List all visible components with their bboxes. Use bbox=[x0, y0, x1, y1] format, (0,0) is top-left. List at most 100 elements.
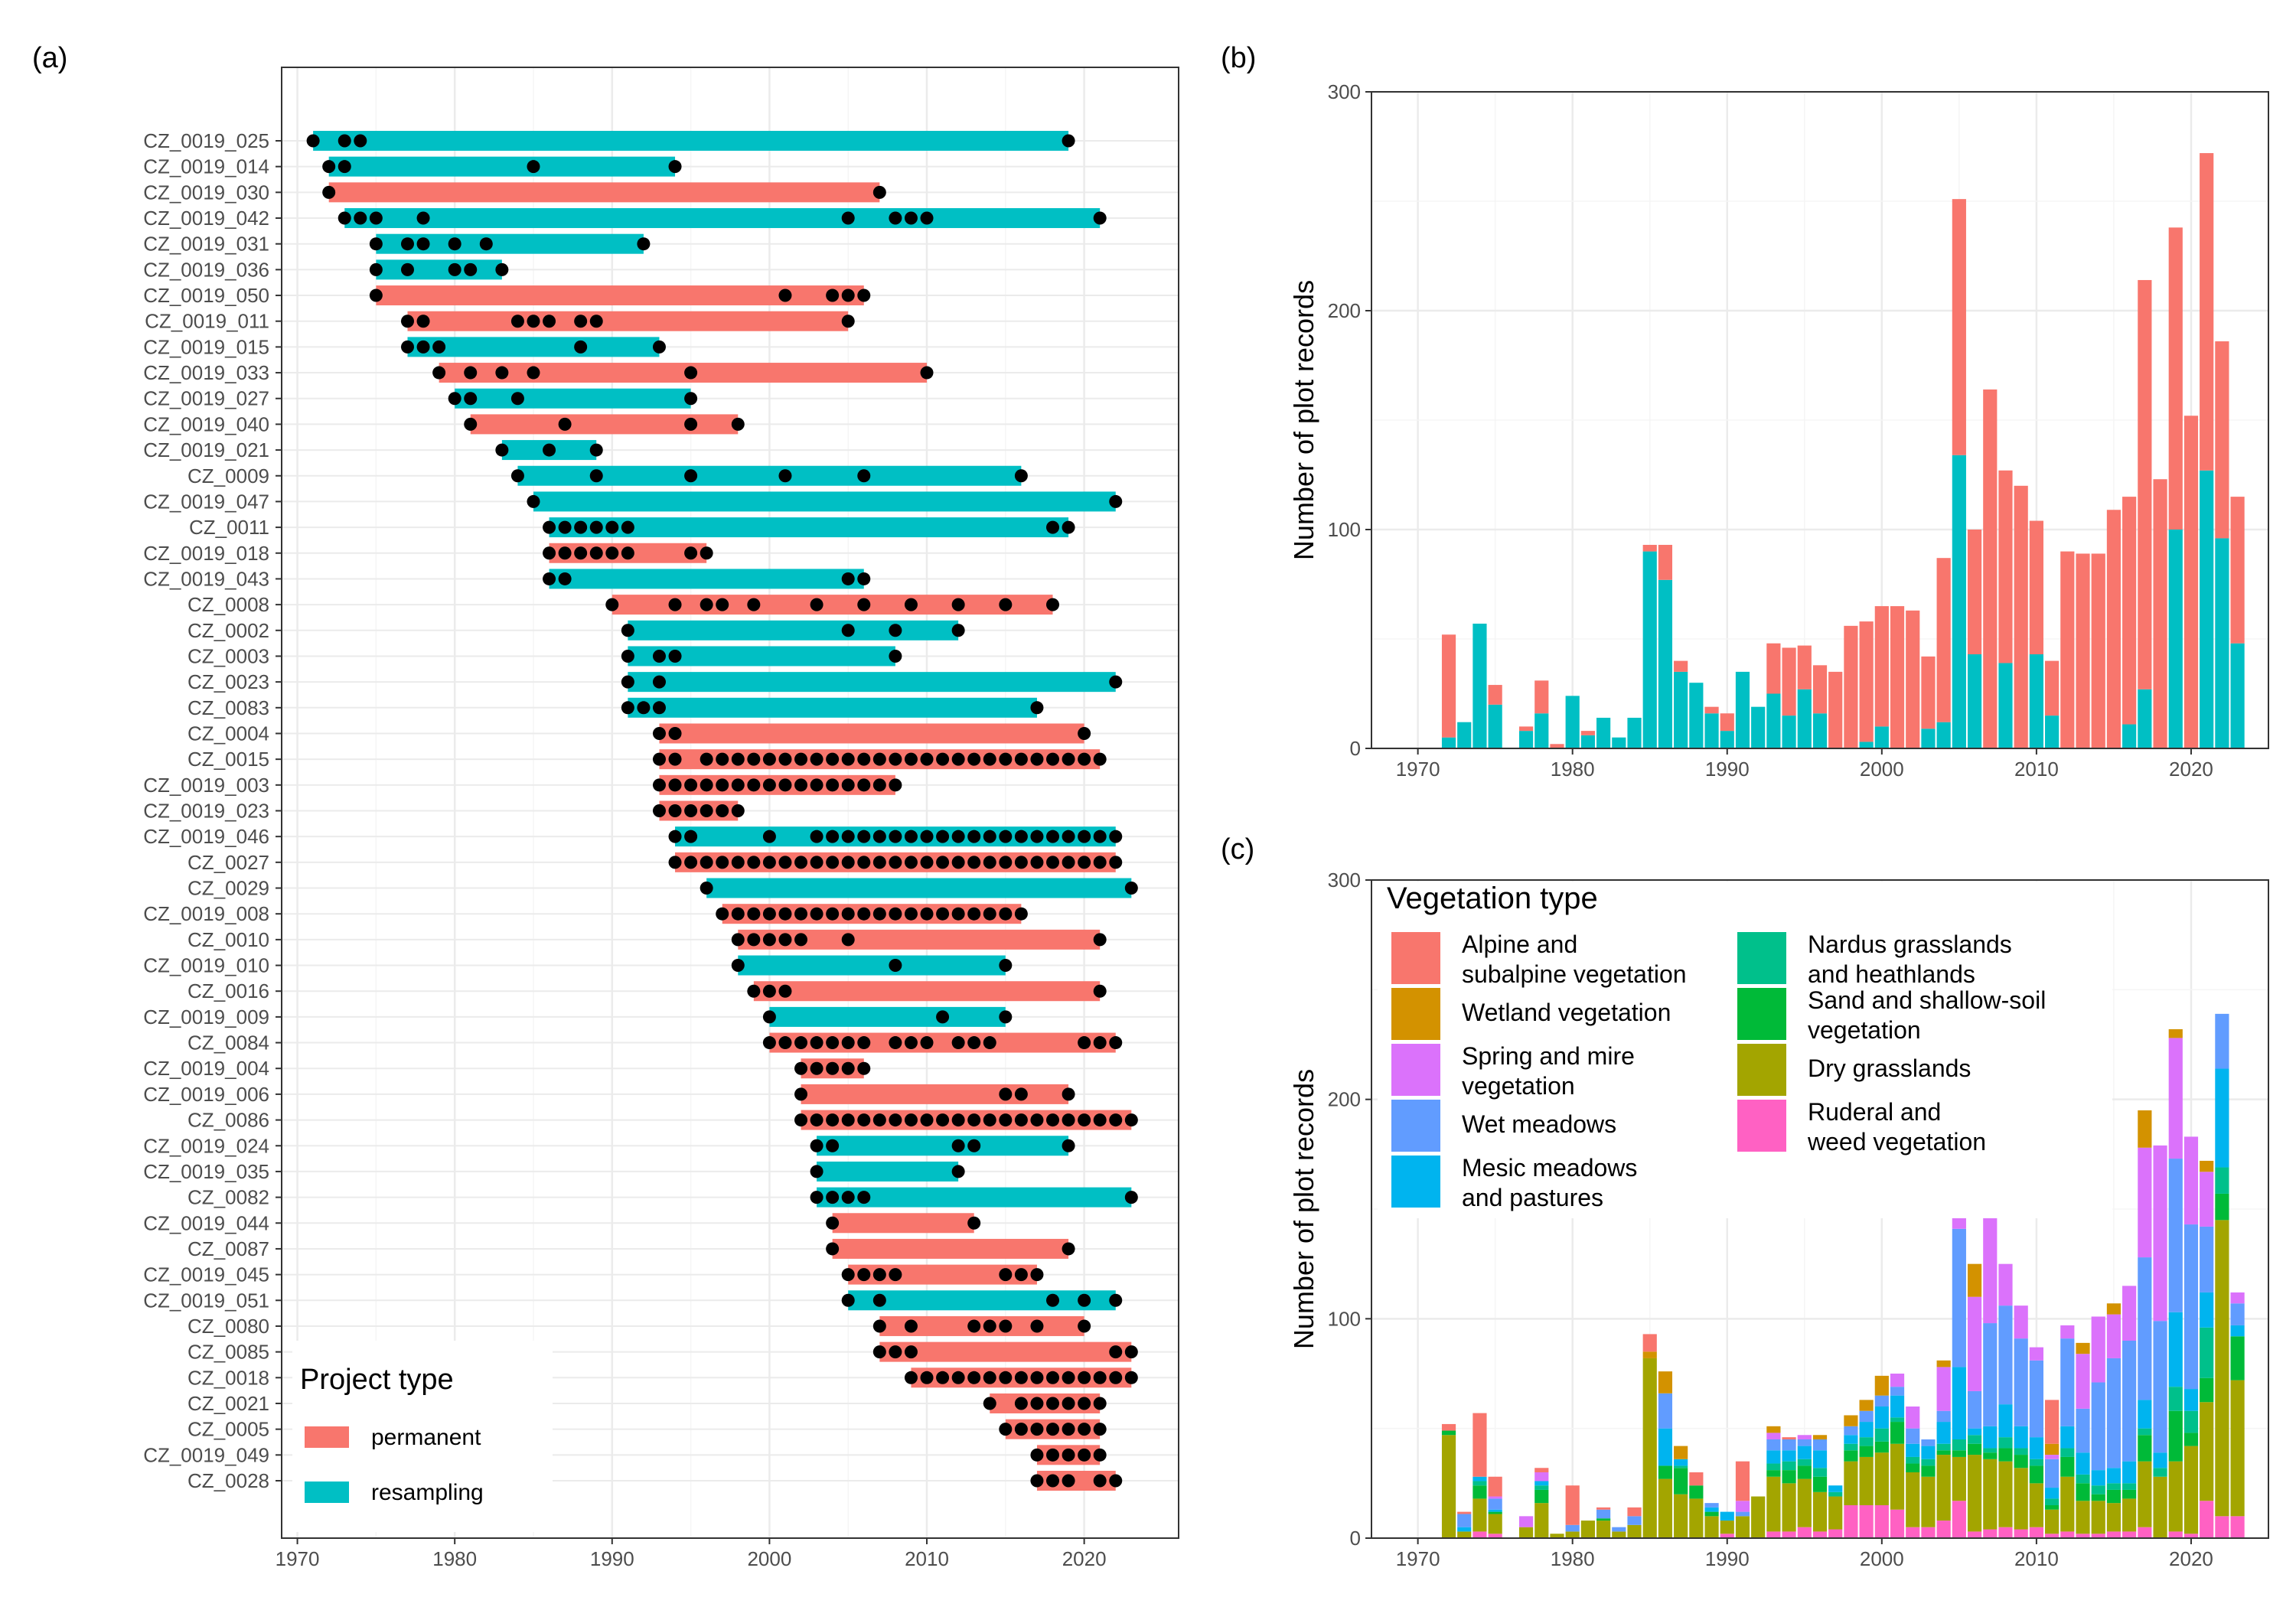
panel-c-bar-segment bbox=[2200, 1402, 2214, 1501]
survey-point bbox=[1124, 1113, 1138, 1127]
panel-c-bar-segment bbox=[2106, 1314, 2122, 1358]
survey-point bbox=[1078, 1423, 1091, 1436]
panel-c-bar-segment bbox=[1812, 1435, 1828, 1439]
panel-c-bar-segment bbox=[1457, 1531, 1472, 1538]
panel-c-bar-segment bbox=[1797, 1465, 1812, 1479]
panel-c-bar-segment bbox=[1534, 1485, 1549, 1490]
panel-c-bar-segment bbox=[1967, 1531, 1982, 1538]
project-bar-permanent bbox=[407, 311, 849, 331]
survey-point bbox=[1014, 830, 1028, 843]
survey-point bbox=[904, 1345, 918, 1359]
project-label: CZ_0003 bbox=[188, 644, 269, 667]
panel-c-x-tick-label: 1970 bbox=[1396, 1547, 1440, 1570]
panel-b-bar-segment bbox=[1457, 722, 1472, 748]
survey-point bbox=[904, 907, 918, 921]
panel-b-bar-segment bbox=[1720, 731, 1734, 748]
survey-point bbox=[936, 1371, 950, 1384]
survey-point bbox=[400, 340, 414, 354]
survey-point bbox=[872, 778, 886, 792]
panel-c-legend-label: Alpine and bbox=[1462, 931, 1577, 958]
panel-b-bar-segment bbox=[1488, 685, 1502, 705]
project-label: CZ_0005 bbox=[188, 1418, 269, 1441]
panel-c-bar-segment bbox=[2183, 1446, 2199, 1534]
project-bar-resampling bbox=[533, 491, 1116, 512]
panel-label-b: (b) bbox=[1221, 42, 1256, 74]
survey-point bbox=[1109, 1345, 1123, 1359]
panel-c-bar-segment bbox=[2045, 1534, 2060, 1538]
project-bar-permanent bbox=[801, 1110, 1132, 1130]
panel-c-bar-segment bbox=[1782, 1439, 1796, 1451]
survey-point bbox=[731, 907, 745, 921]
survey-point bbox=[1062, 856, 1075, 869]
panel-c-bar-segment bbox=[2183, 1224, 2199, 1390]
survey-point bbox=[841, 572, 855, 585]
project-bar-resampling bbox=[817, 1161, 959, 1182]
survey-point bbox=[857, 598, 871, 611]
survey-point bbox=[543, 443, 556, 457]
project-label: CZ_0080 bbox=[188, 1315, 269, 1338]
project-bar-permanent bbox=[328, 182, 880, 203]
panel-b-bar-segment bbox=[2122, 724, 2137, 748]
survey-point bbox=[951, 1165, 965, 1178]
panel-c-bar-segment bbox=[2122, 1498, 2137, 1532]
survey-point bbox=[889, 778, 902, 792]
panel-c-bar-segment bbox=[1441, 1435, 1456, 1538]
survey-point bbox=[778, 856, 792, 869]
survey-point bbox=[904, 598, 918, 611]
panel-c-bar-segment bbox=[2076, 1408, 2090, 1453]
panel-b-bar-segment bbox=[1797, 689, 1812, 748]
panel-c-bar-segment bbox=[2230, 1336, 2245, 1380]
panel-c-bar-segment bbox=[1967, 1455, 1982, 1532]
panel-c-bar-segment bbox=[1844, 1415, 1858, 1426]
survey-point bbox=[700, 856, 713, 869]
survey-point bbox=[983, 1319, 996, 1333]
survey-point bbox=[1046, 1474, 1060, 1488]
survey-point bbox=[464, 392, 478, 406]
panel-c-bar-segment bbox=[2122, 1531, 2137, 1538]
survey-point bbox=[1062, 134, 1075, 148]
panel-c-legend-label: Wet meadows bbox=[1462, 1110, 1616, 1138]
survey-point bbox=[652, 778, 666, 792]
panel-c-bar-segment bbox=[1766, 1426, 1781, 1433]
panel-b-bar-segment bbox=[1518, 731, 1534, 748]
panel-c-bar-segment bbox=[2029, 1459, 2043, 1466]
project-label: CZ_0019_033 bbox=[143, 361, 269, 384]
panel-c-bar-segment bbox=[2200, 1501, 2214, 1538]
survey-point bbox=[495, 366, 509, 380]
survey-point bbox=[589, 546, 603, 560]
panel-c-bar-segment bbox=[1766, 1439, 1781, 1451]
panel-c-bar-segment bbox=[1952, 1367, 1966, 1439]
panel-b-x-tick-label: 2000 bbox=[1860, 758, 1904, 781]
survey-point bbox=[637, 701, 651, 715]
survey-point bbox=[872, 1268, 886, 1282]
survey-point bbox=[716, 907, 729, 921]
panel-c-bar-segment bbox=[2138, 1257, 2152, 1400]
survey-point bbox=[999, 959, 1013, 973]
survey-point bbox=[841, 315, 855, 328]
survey-point bbox=[967, 830, 981, 843]
project-label: CZ_0019_027 bbox=[143, 387, 269, 410]
panel-c-bar-segment bbox=[1828, 1529, 1843, 1538]
survey-point bbox=[951, 1139, 965, 1152]
panel-a-legend-label: resampling bbox=[371, 1480, 484, 1505]
panel-c-bar-segment bbox=[1936, 1443, 1951, 1451]
panel-c-bar-segment bbox=[1658, 1478, 1673, 1538]
survey-point bbox=[778, 933, 792, 947]
panel-c-bar-segment bbox=[1797, 1478, 1812, 1527]
panel-c-bar-segment bbox=[1488, 1498, 1502, 1510]
panel-c-bar-segment bbox=[2076, 1452, 2090, 1475]
survey-point bbox=[951, 830, 965, 843]
survey-point bbox=[951, 598, 965, 611]
survey-point bbox=[731, 933, 745, 947]
panel-c-bar-segment bbox=[2200, 1377, 2214, 1403]
survey-point bbox=[1014, 752, 1028, 766]
panel-c-bar-segment bbox=[1627, 1516, 1642, 1525]
panel-c-bar-segment bbox=[1921, 1439, 1936, 1446]
survey-point bbox=[999, 598, 1013, 611]
project-label: CZ_0019_031 bbox=[143, 233, 269, 256]
panel-c-bar-segment bbox=[1534, 1481, 1549, 1486]
survey-point bbox=[716, 804, 729, 817]
survey-point bbox=[306, 134, 320, 148]
panel-c-bar-segment bbox=[2153, 1145, 2167, 1322]
survey-point bbox=[872, 185, 886, 199]
